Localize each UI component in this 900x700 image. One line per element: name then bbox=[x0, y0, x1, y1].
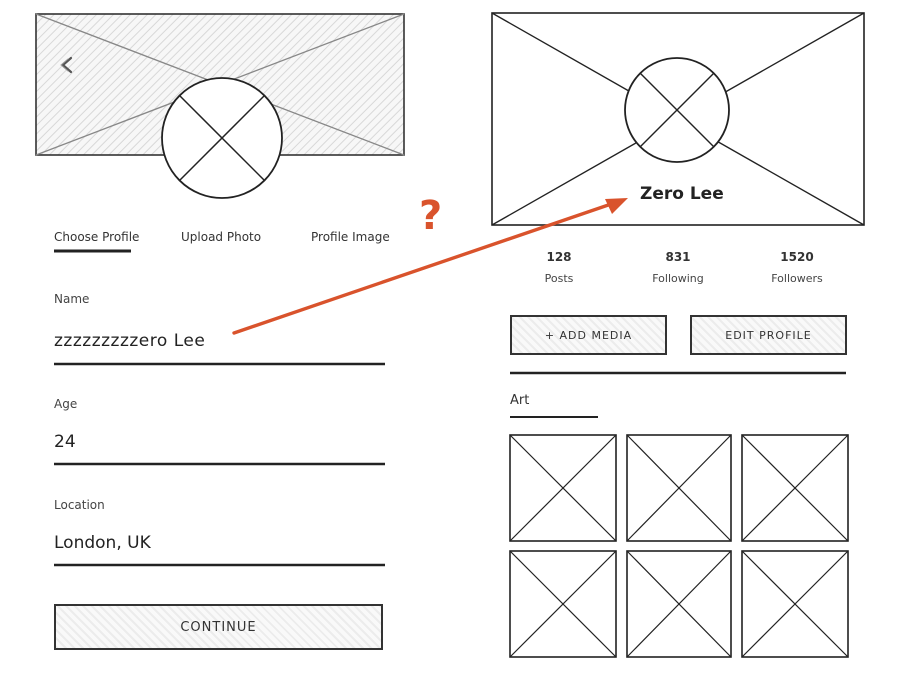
art-thumbnail-4[interactable] bbox=[509, 550, 617, 658]
age-field-label: Age bbox=[54, 397, 78, 411]
left-avatar[interactable] bbox=[161, 77, 283, 199]
location-field-label: Location bbox=[54, 498, 105, 512]
age-field[interactable]: 24 bbox=[54, 432, 76, 452]
stat-followers-value: 1520 bbox=[780, 250, 814, 264]
back-chevron-icon[interactable] bbox=[58, 54, 78, 76]
tab-profile-image[interactable]: Profile Image bbox=[311, 230, 390, 244]
profile-name: Zero Lee bbox=[640, 184, 724, 204]
art-thumbnail-1[interactable] bbox=[509, 434, 617, 542]
stat-posts-label: Posts bbox=[544, 272, 574, 285]
art-thumbnail-2[interactable] bbox=[626, 434, 732, 542]
art-section-title: Art bbox=[510, 393, 530, 408]
edit-profile-button[interactable]: EDIT PROFILE bbox=[690, 315, 847, 355]
tab-choose-profile[interactable]: Choose Profile bbox=[54, 230, 140, 244]
annotation-arrow bbox=[232, 198, 628, 335]
stat-followers-label: Followers bbox=[771, 272, 823, 285]
stat-following-label: Following bbox=[652, 272, 704, 285]
continue-button[interactable]: CONTINUE bbox=[54, 604, 383, 650]
stat-following-value: 831 bbox=[665, 250, 691, 264]
name-field[interactable]: zzzzzzzzzero Lee bbox=[54, 331, 206, 351]
art-thumbnail-6[interactable] bbox=[741, 550, 849, 658]
art-thumbnail-5[interactable] bbox=[626, 550, 732, 658]
location-field[interactable]: London, UK bbox=[54, 533, 151, 553]
tab-upload-photo[interactable]: Upload Photo bbox=[181, 230, 262, 244]
right-avatar[interactable] bbox=[624, 57, 730, 163]
stat-posts-value: 128 bbox=[546, 250, 572, 264]
add-media-button[interactable]: + ADD MEDIA bbox=[510, 315, 667, 355]
name-field-label: Name bbox=[54, 292, 90, 306]
question-mark-annotation: ? bbox=[419, 193, 443, 239]
art-thumbnail-3[interactable] bbox=[741, 434, 849, 542]
